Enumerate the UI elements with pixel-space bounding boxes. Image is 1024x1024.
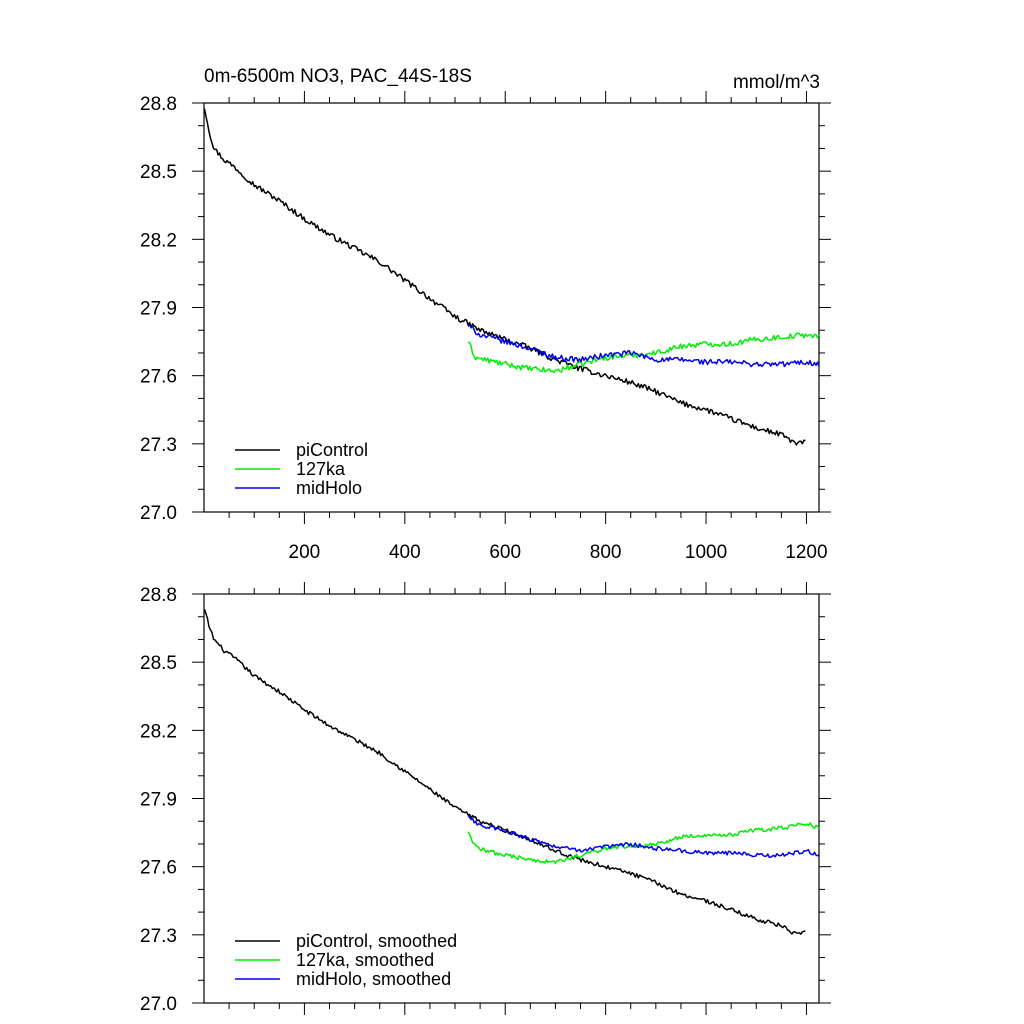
- bottom-legend-label-piControl: piControl, smoothed: [296, 931, 457, 951]
- top-ytick-label: 27.9: [140, 299, 177, 320]
- bottom-ytick-label: 28.2: [140, 721, 177, 742]
- bottom-ytick-label: 27.0: [140, 994, 177, 1015]
- top-ytick-label: 27.0: [140, 503, 177, 524]
- top-ytick-label: 27.6: [140, 367, 177, 388]
- top-xtick-label: 400: [389, 542, 421, 563]
- top-xtick-label: 1200: [785, 542, 827, 563]
- bottom-ytick-label: 27.3: [140, 926, 177, 947]
- top-ytick-label: 28.2: [140, 230, 177, 251]
- top-panel: 27.0 27.3 27.6 27.9 28.2 28.5 28.8 200 400 600 800…: [140, 91, 831, 563]
- top-series-lines: [203, 108, 820, 446]
- top-xtick-label: 200: [289, 542, 321, 563]
- chart-title: 0m-6500m NO3, PAC_44S-18S: [204, 66, 472, 87]
- bottom-series-piControl-line: [203, 608, 806, 935]
- units-label: mmol/m^3: [733, 72, 820, 93]
- top-series-127ka-line: [468, 332, 820, 374]
- bottom-axis-ticks: 27.0 27.3 27.6 27.9 28.2 28.5 28.8: [140, 582, 831, 1015]
- bottom-ytick-label: 27.9: [140, 790, 177, 811]
- top-xtick-label: 600: [489, 542, 521, 563]
- top-legend-label-piControl: piControl: [296, 440, 368, 460]
- bottom-series-lines: [203, 608, 820, 935]
- bottom-panel: 27.0 27.3 27.6 27.9 28.2 28.5 28.8 piControl, …: [140, 582, 831, 1015]
- bottom-legend-label-midHolo: midHolo, smoothed: [296, 969, 451, 989]
- top-series-piControl-line: [203, 108, 806, 446]
- top-legend-label-midHolo: midHolo: [296, 478, 362, 498]
- top-axis-ticks: 27.0 27.3 27.6 27.9 28.2 28.5 28.8 200 400 600 800…: [140, 91, 831, 563]
- top-ytick-label: 27.3: [140, 435, 177, 456]
- bottom-series-127ka-line: [467, 822, 820, 865]
- top-ytick-label: 28.5: [140, 162, 177, 183]
- bottom-series-midHolo-line: [467, 815, 820, 859]
- bottom-ytick-label: 27.6: [140, 858, 177, 879]
- top-xtick-label: 1000: [685, 542, 727, 563]
- top-series-midHolo-line: [467, 324, 820, 368]
- top-xtick-label: 800: [590, 542, 622, 563]
- bottom-legend-label-127ka: 127ka, smoothed: [296, 950, 434, 970]
- bottom-ytick-label: 28.5: [140, 653, 177, 674]
- top-legend-label-127ka: 127ka: [296, 459, 346, 479]
- top-ytick-label: 28.8: [140, 94, 177, 115]
- bottom-ytick-label: 28.8: [140, 585, 177, 606]
